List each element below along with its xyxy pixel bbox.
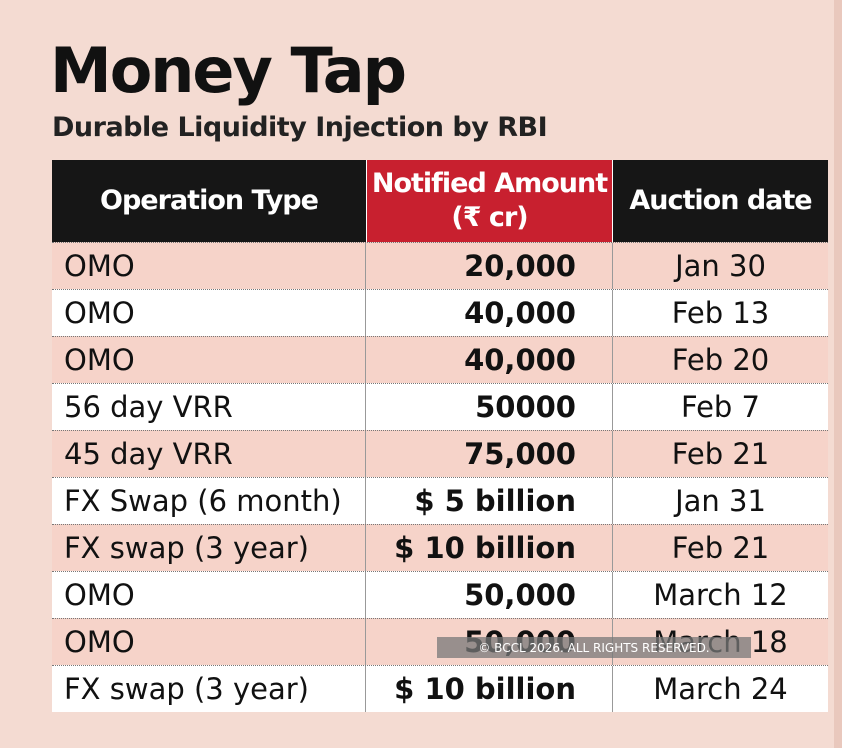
table-row: OMO 50,000 March 12 (52, 571, 828, 618)
table-cell: Feb 13 (671, 296, 770, 330)
table-row: FX swap (3 year) $ 10 billion Feb 21 (52, 524, 828, 571)
table-cell: $ 10 billion (366, 666, 613, 712)
table-cell: Jan 31 (675, 484, 766, 518)
watermark: © BCCL 2026. ALL RIGHTS RESERVED. (437, 637, 751, 658)
table-cell: Jan 30 (675, 249, 766, 283)
table-cell: Feb 20 (671, 343, 770, 377)
table-row: 45 day VRR 75,000 Feb 21 (52, 430, 828, 477)
table-cell: FX swap (3 year) (52, 666, 366, 712)
column-header: Operation Type (52, 160, 366, 242)
table-row: FX Swap (6 month) $ 5 billion Jan 31 (52, 477, 828, 524)
table-cell: 40,000 (366, 337, 613, 383)
table-row: OMO 40,000 Feb 20 (52, 336, 828, 383)
table-cell: $ 5 billion (366, 478, 613, 524)
table-cell: 20,000 (366, 243, 613, 289)
table-cell: March 24 (653, 672, 788, 706)
table-cell: March 12 (653, 578, 788, 612)
table: Operation Type Notified Amount (₹ cr) Auct… (52, 160, 828, 712)
table-cell: OMO (52, 572, 366, 618)
subtitle: Durable Liquidity Injection by RBI (52, 112, 548, 143)
table-cell: 56 day VRR (52, 384, 366, 430)
column-header: Notified Amount (₹ cr) (366, 160, 613, 242)
table-cell: OMO (52, 337, 366, 383)
table-cell: OMO (52, 243, 366, 289)
table-cell: Feb 21 (671, 437, 770, 471)
header-row: Operation Type Notified Amount (₹ cr) Auct… (52, 160, 828, 242)
table-cell: 50,000 (366, 572, 613, 618)
title: Money Tap (50, 34, 407, 107)
table-cell: $ 10 billion (366, 525, 613, 571)
table-row: 56 day VRR 50000 Feb 7 (52, 383, 828, 430)
table-cell: OMO (52, 290, 366, 336)
table-cell: Feb 7 (680, 390, 760, 424)
table-cell: Feb 21 (671, 531, 770, 565)
table-cell: OMO (52, 619, 366, 665)
table-cell: 40,000 (366, 290, 613, 336)
table-cell: 45 day VRR (52, 431, 366, 477)
table-row: FX swap (3 year) $ 10 billion March 24 (52, 665, 828, 712)
table-cell: 50000 (366, 384, 613, 430)
table-row: OMO 20,000 Jan 30 (52, 242, 828, 289)
column-header: Auction date (613, 160, 828, 242)
edge-strip (834, 0, 842, 748)
table-cell: FX Swap (6 month) (52, 478, 366, 524)
table-cell: 75,000 (366, 431, 613, 477)
table-row: OMO 40,000 Feb 13 (52, 289, 828, 336)
table-cell: FX swap (3 year) (52, 525, 366, 571)
